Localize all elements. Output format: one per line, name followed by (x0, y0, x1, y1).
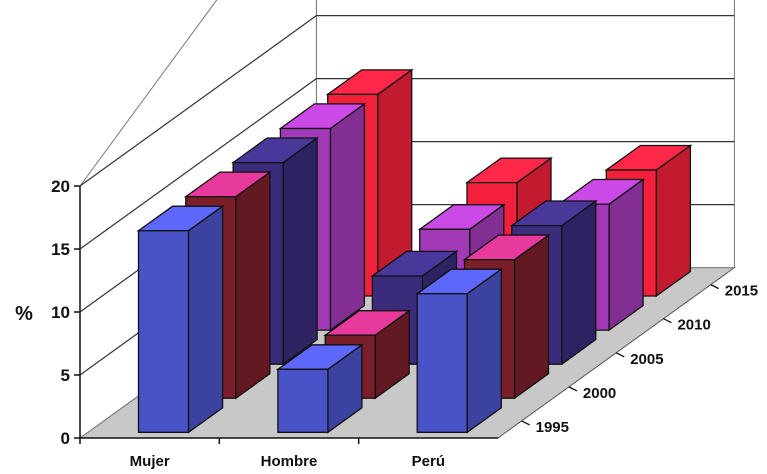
bar (275, 343, 364, 434)
bar-side (513, 233, 550, 400)
bar-side (608, 178, 644, 332)
bar-side (655, 144, 692, 298)
bar (415, 267, 504, 434)
bar (136, 204, 225, 434)
x-tick-label: Mujer (130, 453, 170, 470)
depth-tick-label: 2005 (630, 351, 663, 368)
y-tick-label: 0 (61, 429, 70, 448)
depth-tick (521, 420, 530, 426)
depth-tick (663, 318, 672, 324)
depth-tick (710, 284, 720, 290)
depth-tick-label: 2000 (583, 385, 616, 402)
gridline (79, 15, 735, 187)
bar-front (137, 230, 190, 433)
y-axis-label: % (15, 303, 33, 325)
y-tick-label: 10 (51, 303, 70, 322)
depth-tick-label: 2015 (725, 283, 758, 300)
bar-side (561, 199, 597, 366)
x-tick-label: Perú (412, 453, 445, 470)
gridline (79, 77, 735, 250)
bar-side (235, 170, 271, 400)
y-tick-label: 5 (61, 366, 70, 385)
depth-tick-label: 1995 (536, 419, 569, 436)
bar-front (416, 293, 468, 433)
bar-front (277, 368, 329, 433)
bar-side (329, 102, 366, 332)
depth-tick (568, 386, 578, 392)
depth-tick (615, 352, 625, 358)
depth-tick-label: 2010 (677, 317, 710, 334)
bar-side (282, 136, 318, 366)
x-tick-label: Hombre (261, 453, 318, 470)
y-tick-label: 15 (51, 240, 70, 259)
y-tick-label: 20 (51, 177, 70, 196)
axes: 0 5 10 15 20% Mujer Hombre Perú 1995 2000 2005 2010… (15, 177, 758, 470)
bar-side (187, 204, 224, 434)
bar-side (466, 267, 502, 434)
bar-series (136, 68, 693, 434)
